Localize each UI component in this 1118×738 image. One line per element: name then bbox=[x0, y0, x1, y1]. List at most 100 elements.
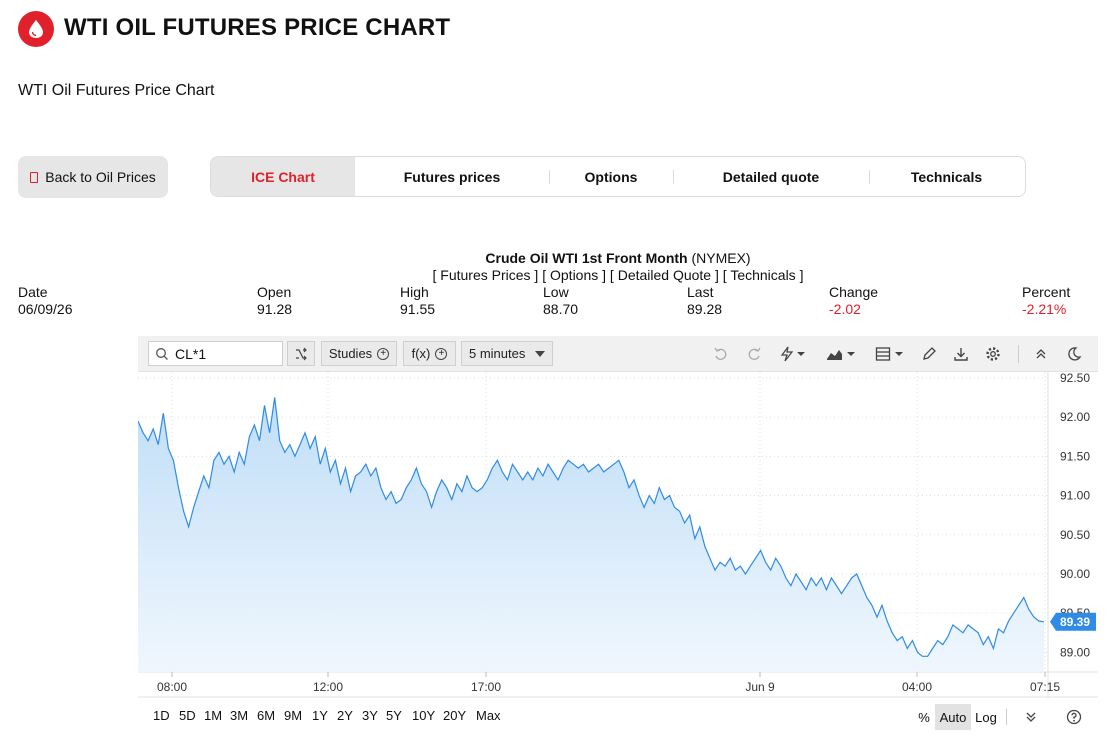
dark-mode-icon bbox=[1068, 347, 1082, 361]
range-1d[interactable]: 1D bbox=[153, 708, 170, 723]
price-chart[interactable]: 92.5092.0091.5091.0090.5090.0089.5089.00… bbox=[138, 372, 1098, 698]
tab-detailed-quote[interactable]: Detailed quote bbox=[673, 157, 869, 196]
download-icon bbox=[954, 348, 968, 361]
range-20y[interactable]: 20Y bbox=[443, 708, 467, 723]
open-value: 91.28 bbox=[257, 301, 293, 317]
link-options[interactable]: Options bbox=[550, 267, 599, 283]
symbol-search-input[interactable]: CL*1 bbox=[148, 341, 283, 366]
auto-scale-button[interactable]: Auto bbox=[935, 704, 971, 730]
undo-button[interactable] bbox=[710, 343, 732, 365]
chart-tabs: ICE Chart Futures prices Options Detaile… bbox=[210, 156, 1026, 197]
back-button-label: Back to Oil Prices bbox=[45, 169, 156, 185]
range-1m[interactable]: 1M bbox=[204, 708, 223, 723]
range-6m[interactable]: 6M bbox=[257, 708, 276, 723]
range-10y[interactable]: 10Y bbox=[412, 708, 436, 723]
range-3m[interactable]: 3M bbox=[230, 708, 249, 723]
interval-value: 5 minutes bbox=[469, 346, 526, 361]
x-tick-label: Jun 9 bbox=[745, 680, 775, 694]
page-subtitle: WTI Oil Futures Price Chart bbox=[18, 82, 215, 99]
date-value: 06/09/26 bbox=[18, 301, 73, 317]
quote-links: [ Futures Prices ] [ Options ] [ Detaile… bbox=[432, 267, 804, 283]
add-circle-icon: + bbox=[377, 347, 390, 360]
dark-mode-toggle[interactable] bbox=[1063, 343, 1085, 365]
range-divider bbox=[1006, 709, 1007, 725]
search-icon bbox=[156, 347, 168, 360]
tab-label: Detailed quote bbox=[722, 168, 820, 185]
tab-futures-prices[interactable]: Futures prices bbox=[355, 157, 549, 196]
studies-label: Studies bbox=[328, 346, 373, 361]
x-tick-label: 17:00 bbox=[471, 680, 501, 694]
y-tick-label: 90.00 bbox=[1060, 567, 1090, 581]
fx-button[interactable]: f(x) + bbox=[403, 341, 456, 366]
pencil-icon bbox=[923, 347, 936, 360]
draw-button[interactable] bbox=[918, 343, 940, 365]
download-button[interactable] bbox=[950, 343, 972, 365]
oil-drop-icon bbox=[18, 11, 54, 47]
back-to-oil-prices-button[interactable]: Back to Oil Prices bbox=[18, 156, 168, 198]
tab-options[interactable]: Options bbox=[549, 157, 673, 196]
layout-menu[interactable] bbox=[873, 343, 907, 365]
events-menu[interactable] bbox=[777, 343, 809, 365]
layout-icon bbox=[875, 347, 903, 361]
percent-scale-button[interactable]: % bbox=[918, 709, 930, 725]
range-3y[interactable]: 3Y bbox=[362, 708, 378, 723]
x-tick-label: 04:00 bbox=[902, 680, 932, 694]
percent-label: Percent bbox=[1022, 284, 1071, 300]
range-2y[interactable]: 2Y bbox=[337, 708, 353, 723]
last-label: Last bbox=[687, 284, 714, 300]
price-line bbox=[138, 397, 1045, 657]
help-button[interactable] bbox=[1064, 704, 1084, 730]
chart-type-menu[interactable] bbox=[824, 343, 858, 365]
link-detailed-quote[interactable]: Detailed Quote bbox=[617, 267, 712, 283]
link-technicals[interactable]: Technicals bbox=[730, 267, 796, 283]
date-label: Date bbox=[18, 284, 48, 300]
chart-toolbar: CL*1 Studies + f(x) + 5 minutes bbox=[138, 336, 1098, 372]
range-bar: 1D 5D 1M 3M 6M 9M 1Y 2Y 3Y 5Y 10Y 20Y Max% Auto Log bbox=[138, 704, 1098, 730]
y-tick-label: 89.00 bbox=[1060, 645, 1090, 659]
tab-label: ICE Chart bbox=[251, 168, 315, 185]
x-tick-label: 07:15 bbox=[1030, 680, 1060, 694]
compare-button[interactable] bbox=[287, 341, 315, 366]
range-max[interactable]: Max bbox=[476, 708, 501, 723]
tab-technicals[interactable]: Technicals bbox=[869, 157, 1024, 196]
add-circle-icon: + bbox=[435, 347, 448, 360]
x-tick-label: 12:00 bbox=[313, 680, 343, 694]
tab-label: Futures prices bbox=[403, 168, 501, 185]
interval-select[interactable]: 5 minutes bbox=[461, 341, 553, 366]
x-tick-label: 08:00 bbox=[157, 680, 187, 694]
back-icon bbox=[30, 171, 39, 183]
redo-button[interactable] bbox=[743, 343, 765, 365]
low-label: Low bbox=[543, 284, 569, 300]
collapse-button[interactable] bbox=[1030, 343, 1052, 365]
studies-button[interactable]: Studies + bbox=[321, 341, 397, 366]
price-area-fill bbox=[138, 397, 1044, 672]
quote-title: Crude Oil WTI 1st Front Month (NYMEX) bbox=[0, 250, 1118, 266]
range-5y[interactable]: 5Y bbox=[386, 708, 402, 723]
lightning-icon bbox=[780, 346, 805, 362]
low-value: 88.70 bbox=[543, 301, 579, 317]
range-5d[interactable]: 5D bbox=[179, 708, 196, 723]
log-scale-button[interactable]: Log bbox=[975, 709, 997, 725]
high-value: 91.55 bbox=[400, 301, 436, 317]
tab-label: Options bbox=[584, 168, 638, 185]
chevron-down-icon bbox=[535, 350, 546, 357]
chart-type-icon bbox=[827, 350, 855, 360]
change-value: -2.02 bbox=[829, 301, 861, 317]
expand-button[interactable] bbox=[1022, 704, 1040, 730]
y-tick-label: 91.00 bbox=[1060, 489, 1090, 503]
gear-icon bbox=[986, 347, 1000, 361]
high-label: High bbox=[400, 284, 429, 300]
collapse-icon bbox=[1036, 349, 1046, 359]
symbol-value: CL*1 bbox=[175, 345, 207, 362]
y-tick-label: 92.50 bbox=[1060, 372, 1090, 385]
exchange-name: (NYMEX) bbox=[687, 250, 751, 266]
y-tick-label: 91.50 bbox=[1060, 449, 1090, 463]
tab-ice-chart[interactable]: ICE Chart bbox=[211, 157, 355, 196]
range-9m[interactable]: 9M bbox=[284, 708, 303, 723]
link-futures-prices[interactable]: Futures Prices bbox=[440, 267, 531, 283]
tab-label: Technicals bbox=[910, 168, 983, 185]
y-tick-label: 90.50 bbox=[1060, 528, 1090, 542]
range-1y[interactable]: 1Y bbox=[312, 708, 328, 723]
last-price-tag: 89.39 bbox=[1050, 612, 1096, 631]
settings-button[interactable] bbox=[982, 343, 1004, 365]
